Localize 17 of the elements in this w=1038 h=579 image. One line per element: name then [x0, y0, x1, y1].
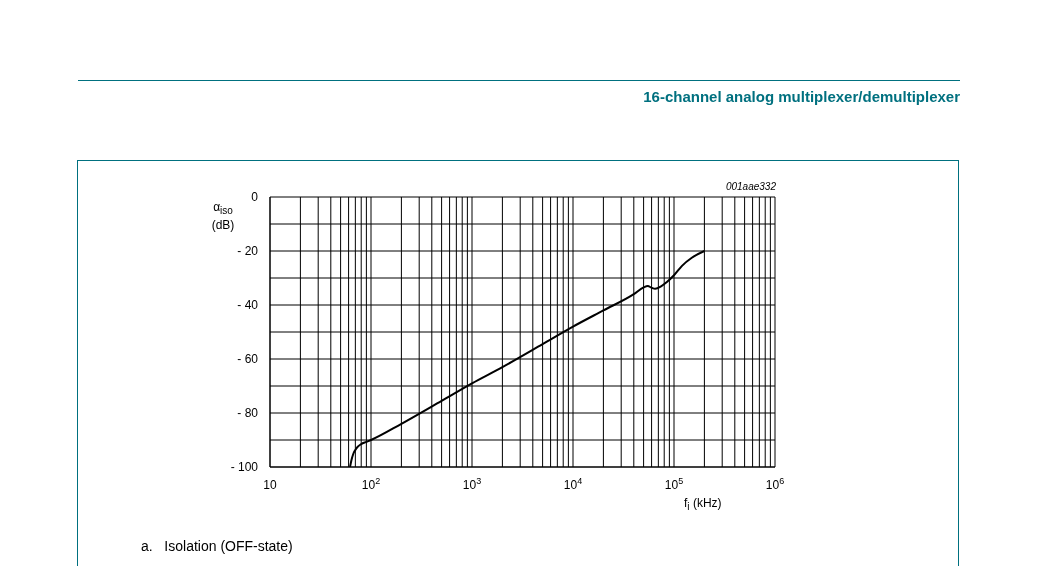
text: a. Isolation (OFF-state): [141, 538, 293, 554]
y-axis-title: α$_{iso}$ (dB): [211, 200, 235, 233]
chart-title: 16-channel analog multiplexer/demultiplexer: [643, 88, 960, 105]
x-axis-title: f$_{i}$ (kHz): [684, 496, 722, 513]
y-tick-label: - 40: [237, 298, 259, 312]
x-tick-label: 10$^{6}$: [765, 476, 785, 492]
y-tick-label: - 20: [237, 244, 259, 258]
x-tick-label: 10$^{3}$: [462, 476, 482, 492]
x-tick-label: 10$^{2}$: [361, 476, 381, 492]
y-tick-label: 0: [251, 190, 259, 204]
x-tick-label: 10$^{4}$: [563, 476, 583, 492]
y-tick-label: - 100: [230, 460, 259, 474]
y-tick-label: - 80: [237, 406, 259, 420]
x-tick-label: 10: [263, 478, 277, 492]
text: 001aae332: [724, 181, 776, 192]
y-tick-label: - 60: [237, 352, 259, 366]
x-tick-label: 10$^{5}$: [664, 476, 684, 492]
